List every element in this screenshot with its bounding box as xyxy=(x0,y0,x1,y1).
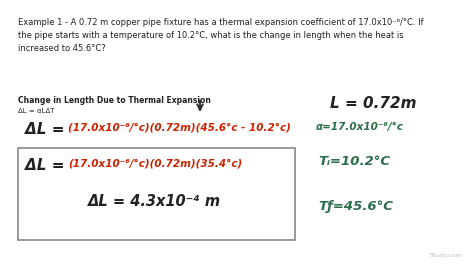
Text: α=17.0x10⁻⁶/°c: α=17.0x10⁻⁶/°c xyxy=(316,122,404,132)
Text: Tƒ=45.6°C: Tƒ=45.6°C xyxy=(318,200,393,213)
Text: Tᵢ=10.2°C: Tᵢ=10.2°C xyxy=(318,155,390,168)
Bar xyxy=(18,148,295,240)
Text: ΔL =: ΔL = xyxy=(25,158,64,173)
Text: Example 1 - A 0.72 m copper pipe fixture has a thermal expansion coefficient of : Example 1 - A 0.72 m copper pipe fixture… xyxy=(18,18,424,53)
Text: L = 0.72m: L = 0.72m xyxy=(330,96,417,111)
Text: ΔL = 4.3x10⁻⁴ m: ΔL = 4.3x10⁻⁴ m xyxy=(89,194,221,209)
Text: (17.0x10⁻⁶/°c)(0.72m)(45.6°c - 10.2°c): (17.0x10⁻⁶/°c)(0.72m)(45.6°c - 10.2°c) xyxy=(68,122,291,132)
Text: ΔL =: ΔL = xyxy=(25,122,64,137)
Text: Study.com: Study.com xyxy=(429,253,462,258)
Text: Change in Length Due to Thermal Expansion: Change in Length Due to Thermal Expansio… xyxy=(18,96,211,105)
Text: ΔL = αLΔT: ΔL = αLΔT xyxy=(18,108,55,114)
Text: (17.0x10⁻⁶/°c)(0.72m)(35.4°c): (17.0x10⁻⁶/°c)(0.72m)(35.4°c) xyxy=(68,158,242,168)
